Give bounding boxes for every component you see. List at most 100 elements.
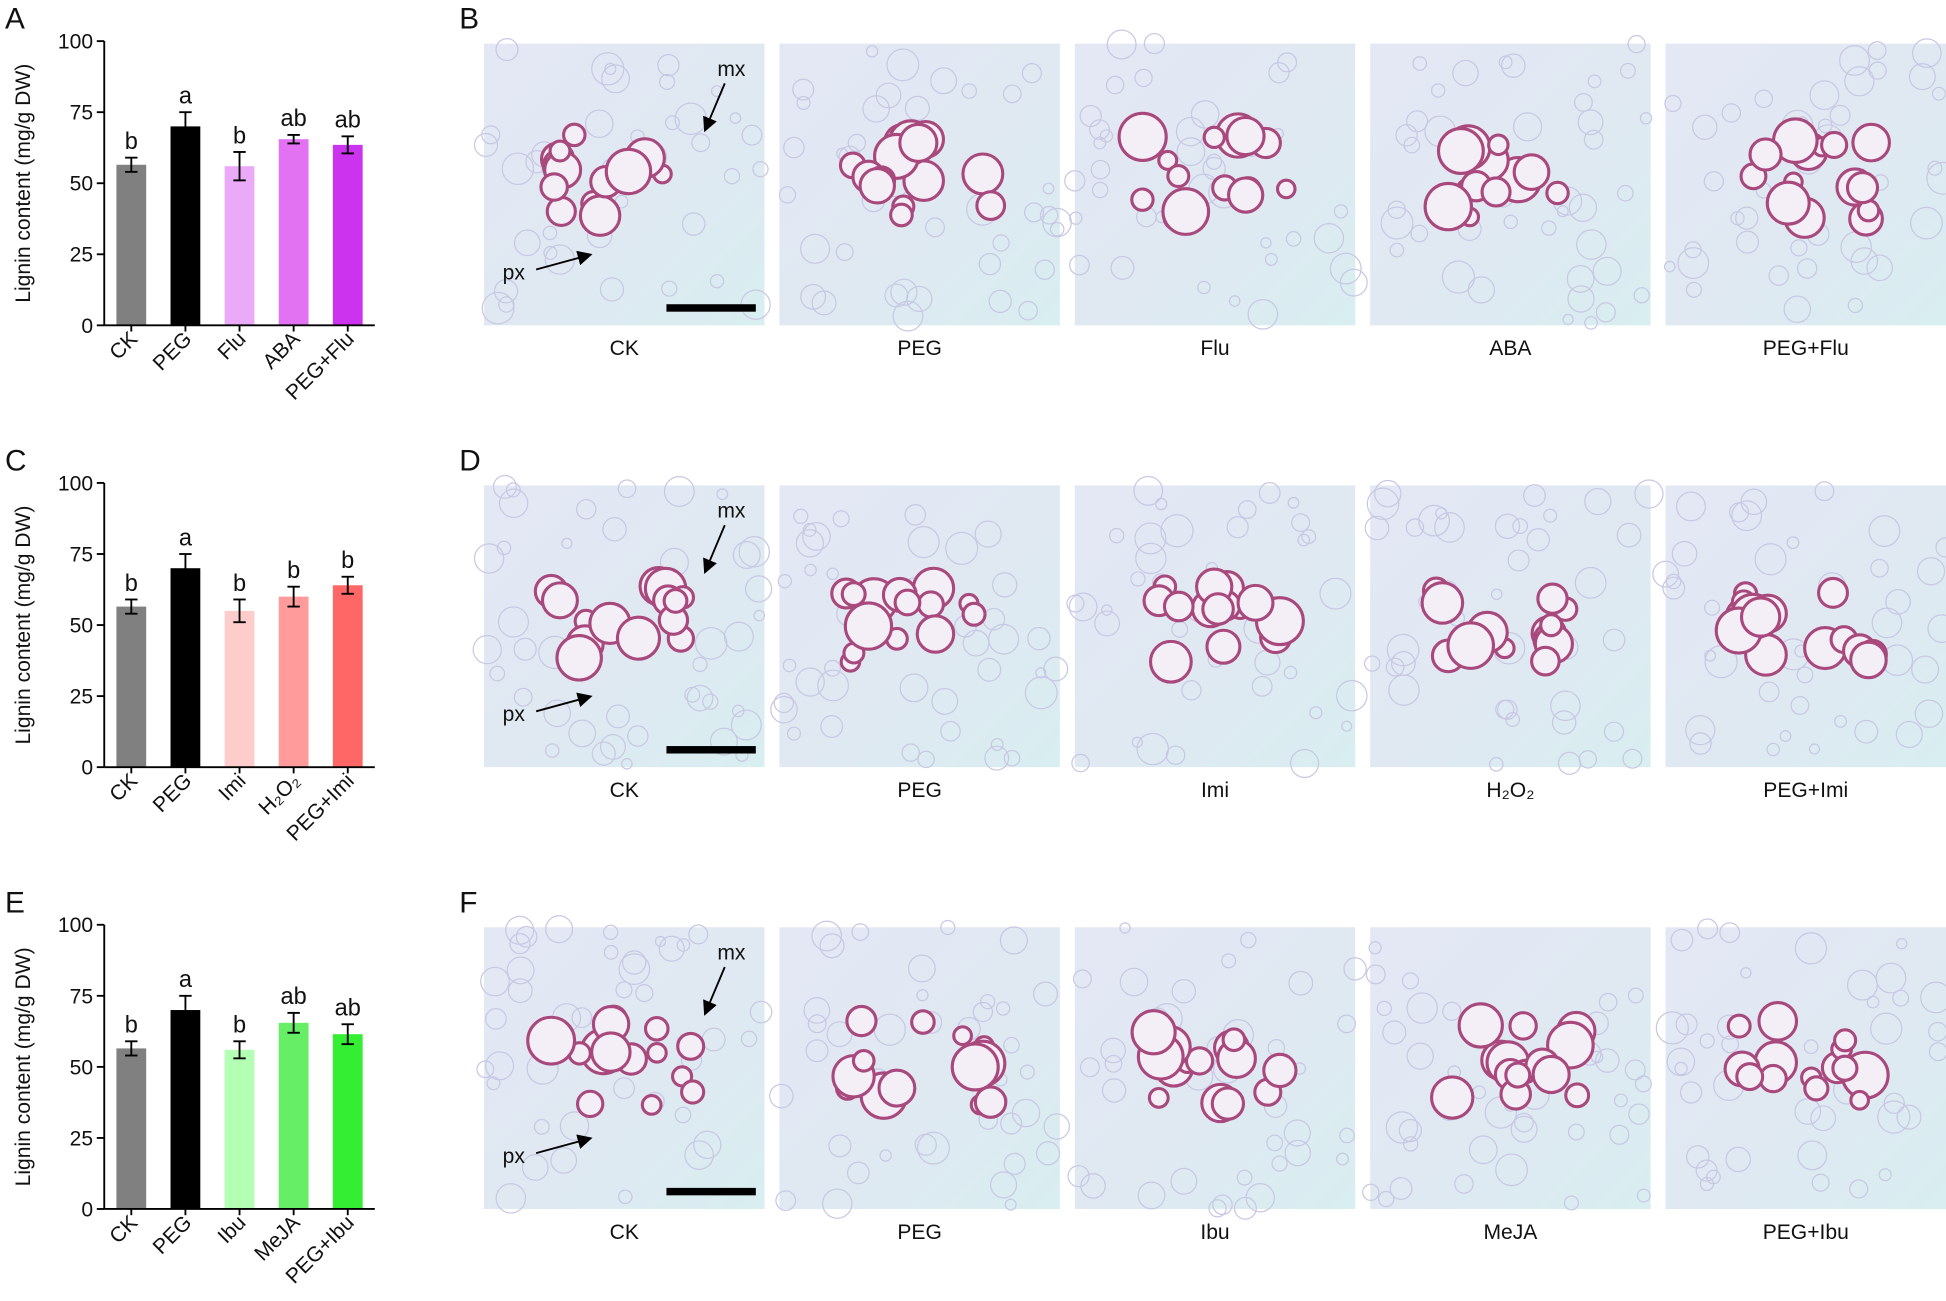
vessel [1748,137,1783,172]
cell [1794,1098,1822,1125]
error-bar [341,575,354,595]
cell [1495,1153,1529,1187]
cell [1577,109,1604,136]
significance-letter: b [125,128,138,154]
vessel [643,1015,670,1042]
cell [805,1039,829,1063]
y-tick-label: 100 [58,472,93,495]
vessel [1849,1089,1871,1111]
vessel [1539,613,1564,638]
cell [753,609,766,622]
cell [1099,129,1114,143]
cell [1844,66,1875,97]
scale-bar [666,304,756,312]
cell [1910,206,1943,240]
cell [1928,1042,1946,1062]
cell [916,989,929,1002]
cell [1382,1020,1407,1045]
cell [1377,1190,1395,1208]
cell [1664,94,1682,113]
cell [506,956,535,985]
cell [1568,193,1598,222]
cell [545,915,574,944]
cell [1617,184,1634,202]
cell [1003,1152,1026,1175]
cell [1069,211,1083,225]
cell [1035,1141,1061,1166]
vessel [893,588,922,617]
cell [1287,496,1300,509]
vessel [1831,1054,1859,1082]
cell [1908,63,1936,91]
vessel [1262,1052,1298,1089]
cell [684,1140,714,1170]
cell [600,733,626,760]
cell [1434,511,1465,543]
bar [332,144,363,326]
cell [1049,221,1065,237]
cell [835,243,854,262]
cell [533,1118,550,1135]
vessel [1735,1062,1765,1092]
cell [1721,103,1742,123]
cell [1366,487,1400,521]
cell [1803,1039,1819,1055]
cell [990,737,1004,751]
cell [1550,690,1581,722]
cell [977,657,1002,682]
cell [1766,742,1780,757]
cell [1245,1183,1275,1213]
cell [1740,967,1752,979]
arrow [703,966,726,1016]
cell [618,953,651,986]
cell [1896,938,1908,950]
cell [1089,119,1110,141]
y-axis-label: Lignin content (mg/g DW) [12,64,35,303]
cell [1319,577,1352,610]
cell [1023,202,1044,223]
scale-bar [666,746,756,754]
cell [1628,1103,1650,1125]
cell [601,64,631,94]
cell [1490,588,1503,601]
cell [980,994,996,1010]
panel-letter: D [459,445,480,478]
cell [1388,674,1420,706]
cell [1896,1104,1922,1130]
x-tick-label: CK [105,1211,142,1248]
cell [890,278,918,306]
cell [507,978,533,1004]
cell [1514,1112,1534,1133]
cell [740,1030,758,1048]
cell [1613,1093,1628,1108]
cell [1796,666,1814,684]
bar [116,606,147,768]
cell [615,981,633,999]
cell [886,48,920,82]
cell [1034,259,1055,280]
y-tick-label: 75 [70,102,93,125]
cell [606,704,631,729]
y-tick-label: 75 [70,985,93,1008]
cell [1301,529,1317,545]
cell [1385,1111,1419,1144]
bar [332,1034,363,1209]
cell [1578,750,1598,769]
cell [591,741,616,766]
cell [730,709,762,741]
cell [884,283,909,308]
cell [1003,1036,1020,1054]
cell [1846,969,1878,1001]
vessel [961,601,987,627]
cell [1567,285,1595,313]
cell [684,686,701,703]
vessel [916,590,945,619]
cell [1291,513,1311,533]
y-axis-label: Lignin content (mg/g DW) [12,947,35,1186]
cell [1468,1135,1498,1165]
cell [694,627,728,660]
cell [989,1171,1018,1199]
vessel [1130,187,1155,212]
cell [1289,748,1320,779]
vessel [1849,640,1888,680]
